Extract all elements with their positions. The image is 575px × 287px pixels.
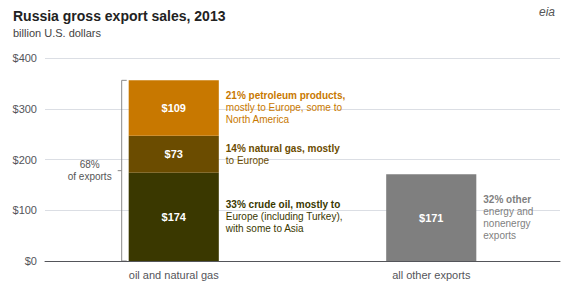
svg-text:$171: $171 <box>419 212 443 224</box>
svg-text:$0: $0 <box>25 255 37 267</box>
svg-text:billion U.S. dollars: billion U.S. dollars <box>13 27 102 39</box>
svg-text:energy and: energy and <box>483 206 533 217</box>
svg-text:$109: $109 <box>162 102 186 114</box>
svg-text:33% crude oil, mostly to: 33% crude oil, mostly to <box>226 199 340 210</box>
svg-text:nonenergy: nonenergy <box>483 218 530 229</box>
svg-text:with some to Asia: with some to Asia <box>225 223 304 234</box>
svg-text:32% other: 32% other <box>483 194 531 205</box>
svg-text:$100: $100 <box>13 204 37 216</box>
svg-text:$73: $73 <box>165 148 183 160</box>
svg-text:eia: eia <box>539 5 555 19</box>
svg-text:21% petroleum products,: 21% petroleum products, <box>226 90 346 101</box>
svg-text:68%: 68% <box>80 159 100 170</box>
svg-text:mostly to Europe, some to: mostly to Europe, some to <box>226 102 343 113</box>
svg-text:North America: North America <box>226 114 290 125</box>
svg-text:14% natural gas, mostly: 14% natural gas, mostly <box>226 143 340 154</box>
svg-text:$174: $174 <box>162 211 187 223</box>
svg-text:Europe (including Turkey),: Europe (including Turkey), <box>226 211 343 222</box>
svg-text:of exports: of exports <box>68 171 112 182</box>
svg-text:exports: exports <box>483 230 516 241</box>
svg-text:all other exports: all other exports <box>392 269 471 281</box>
svg-text:to Europe: to Europe <box>226 155 270 166</box>
svg-text:$400: $400 <box>13 52 37 64</box>
svg-text:$200: $200 <box>13 154 37 166</box>
svg-text:oil and natural gas: oil and natural gas <box>129 269 219 281</box>
svg-text:Russia gross export sales, 201: Russia gross export sales, 2013 <box>13 8 226 24</box>
svg-text:$300: $300 <box>13 103 37 115</box>
